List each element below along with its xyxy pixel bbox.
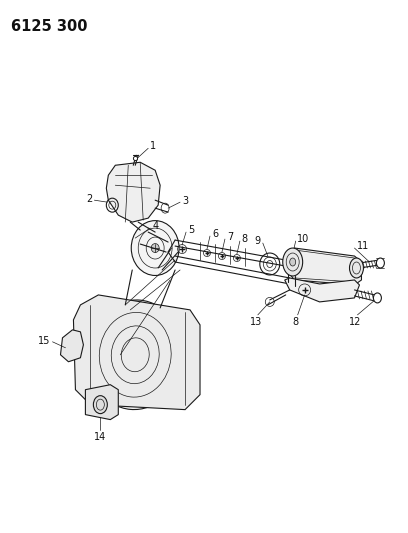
Text: 6125 300: 6125 300 [11,19,87,34]
Text: 15: 15 [38,336,51,346]
Ellipse shape [93,395,107,414]
Text: 1: 1 [150,141,156,151]
Polygon shape [73,295,200,410]
Text: 10: 10 [297,234,309,244]
Text: 9: 9 [255,236,261,246]
Text: 8: 8 [242,234,248,244]
Text: 7: 7 [227,232,233,242]
Polygon shape [288,248,361,285]
Ellipse shape [373,293,381,303]
Text: 14: 14 [94,432,106,441]
Text: 4: 4 [152,221,158,231]
Ellipse shape [290,258,296,266]
Text: 3: 3 [182,196,188,206]
Ellipse shape [131,221,179,276]
Ellipse shape [151,244,159,253]
Polygon shape [285,278,359,302]
Polygon shape [85,385,118,419]
Text: 2: 2 [86,194,92,204]
Text: 12: 12 [349,317,361,327]
Text: 5: 5 [188,225,194,235]
Text: 13: 13 [250,317,262,327]
Ellipse shape [377,258,384,268]
Text: 6: 6 [212,229,218,239]
Ellipse shape [283,248,303,276]
Text: 11: 11 [357,241,369,251]
Polygon shape [60,330,83,362]
Ellipse shape [350,258,364,278]
Ellipse shape [88,300,183,409]
Polygon shape [106,162,160,222]
Text: 8: 8 [293,317,299,327]
